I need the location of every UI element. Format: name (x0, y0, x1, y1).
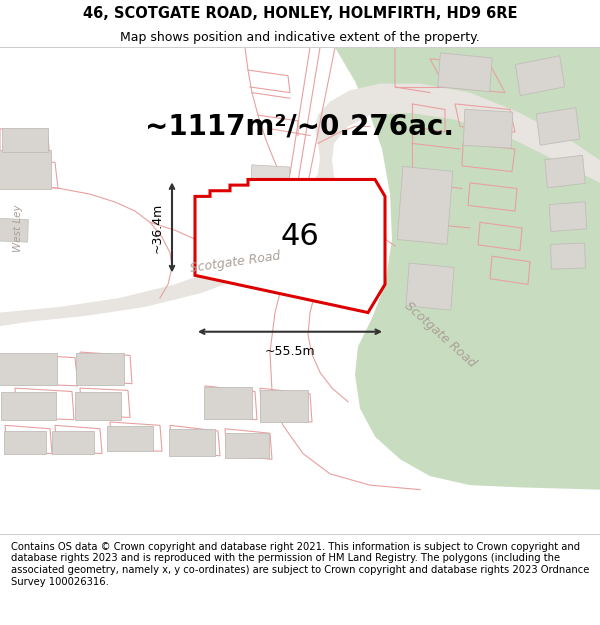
Polygon shape (335, 48, 600, 489)
Bar (75, 392, 121, 420)
Bar (551, 243, 586, 269)
Polygon shape (0, 84, 600, 326)
Bar (76, 353, 124, 385)
Bar (438, 53, 492, 92)
Text: ~1117m²/~0.276ac.: ~1117m²/~0.276ac. (146, 112, 455, 141)
Bar (515, 56, 565, 96)
Text: 46, SCOTGATE ROAD, HONLEY, HOLMFIRTH, HD9 6RE: 46, SCOTGATE ROAD, HONLEY, HOLMFIRTH, HD… (83, 6, 517, 21)
Bar (406, 263, 454, 310)
Bar (397, 166, 453, 244)
Bar (536, 107, 580, 145)
Text: Scotgate Road: Scotgate Road (189, 249, 281, 274)
Bar (0, 353, 57, 385)
Text: West Ley: West Ley (13, 204, 23, 252)
Bar (2, 127, 48, 152)
Bar (250, 165, 290, 201)
Bar (260, 391, 308, 422)
Bar (549, 202, 587, 232)
Bar (0, 218, 28, 242)
Text: Map shows position and indicative extent of the property.: Map shows position and indicative extent… (120, 31, 480, 44)
Bar (463, 109, 513, 148)
Bar (4, 431, 46, 454)
Bar (225, 433, 269, 458)
Bar (204, 387, 252, 419)
Bar (1, 392, 56, 420)
Text: Contains OS data © Crown copyright and database right 2021. This information is : Contains OS data © Crown copyright and d… (11, 542, 589, 586)
Polygon shape (195, 179, 385, 312)
Text: ~36.4m: ~36.4m (151, 202, 164, 252)
Bar (52, 431, 94, 454)
Text: 46: 46 (281, 222, 319, 251)
Bar (107, 426, 153, 451)
Text: Scotgate Road: Scotgate Road (402, 300, 478, 371)
Bar (252, 208, 288, 238)
Bar (169, 429, 215, 456)
Bar (0, 149, 51, 189)
Bar (545, 155, 585, 188)
Text: ~55.5m: ~55.5m (265, 345, 316, 358)
